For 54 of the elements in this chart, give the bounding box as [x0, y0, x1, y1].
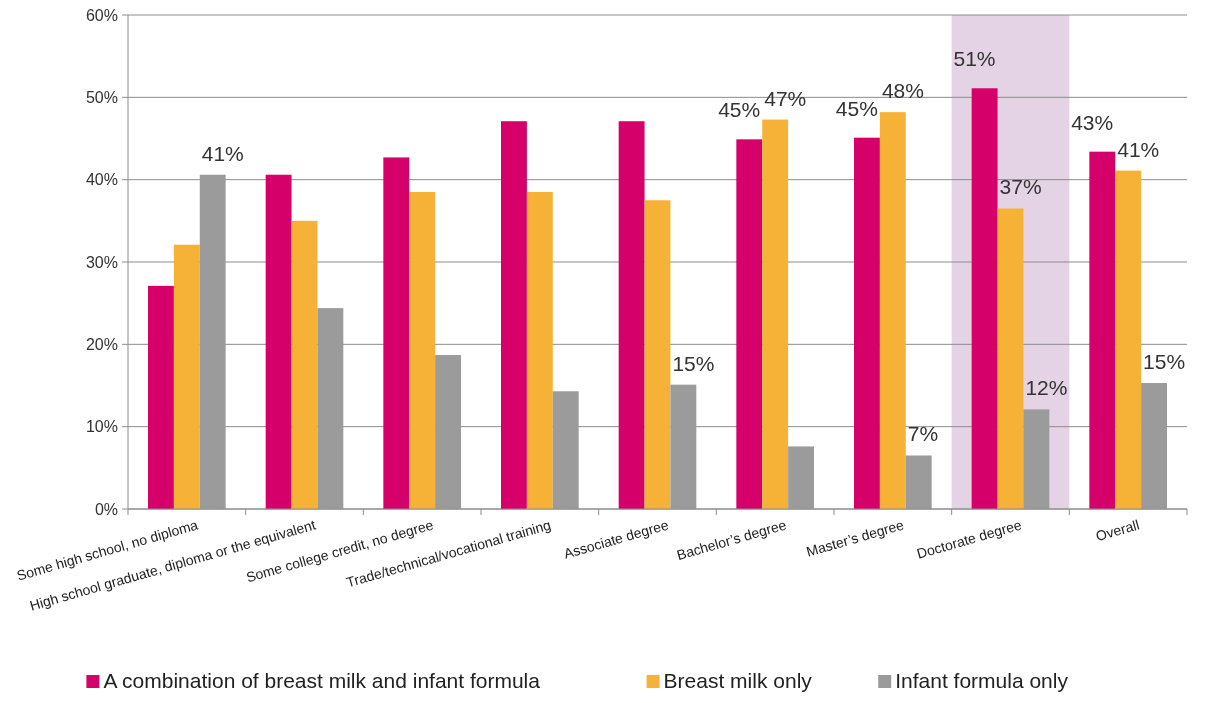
data-label: 41%: [201, 141, 244, 165]
legend-label: Infant formula only: [895, 669, 1069, 692]
y-tick-label: 20%: [85, 335, 118, 353]
bar: [997, 208, 1024, 509]
bar: [905, 455, 932, 509]
bar: [317, 308, 344, 509]
y-tick-label: 0%: [94, 500, 118, 518]
bar: [291, 220, 318, 509]
y-tick-label: 50%: [85, 88, 118, 106]
bar: [644, 200, 671, 509]
legend-label: A combination of breast milk and infant formula: [103, 669, 541, 692]
data-label: 15%: [1143, 350, 1186, 374]
data-label: 37%: [999, 175, 1042, 199]
data-label: 47%: [764, 86, 807, 110]
x-tick-label: Overall: [1093, 516, 1141, 545]
bar: [501, 121, 527, 509]
bar: [618, 121, 645, 509]
x-tick-label: Doctorate degree: [914, 516, 1024, 562]
data-label: 45%: [718, 98, 761, 122]
bar: [971, 88, 998, 509]
bar: [526, 192, 553, 509]
y-tick-label: 60%: [85, 6, 118, 24]
bar: [879, 112, 906, 509]
bar: [854, 137, 880, 509]
bar: [173, 244, 200, 509]
data-label: 51%: [953, 47, 996, 71]
y-tick-label: 30%: [85, 253, 118, 271]
bar: [788, 446, 814, 509]
bar: [670, 384, 697, 509]
x-tick-label: Associate degree: [561, 516, 671, 562]
bar: [1141, 383, 1167, 509]
bar: [1115, 170, 1142, 509]
data-label: 45%: [835, 96, 878, 120]
bar: [762, 119, 789, 509]
bar: [409, 192, 436, 509]
bar: [435, 355, 461, 509]
legend-label: Breast milk only: [663, 669, 813, 692]
data-label: 15%: [672, 351, 715, 375]
bar: [1089, 151, 1116, 509]
data-label: 43%: [1071, 110, 1114, 134]
bar: [199, 174, 226, 509]
bar: [1023, 409, 1050, 509]
data-label: 7%: [907, 422, 939, 446]
bar: [552, 391, 579, 509]
bar: [383, 157, 410, 509]
bar: [148, 285, 174, 509]
data-label: 48%: [881, 79, 924, 103]
x-tick-label: Master’s degree: [804, 516, 906, 560]
y-tick-label: 10%: [85, 418, 118, 436]
data-label: 12%: [1025, 376, 1068, 400]
y-tick-label: 40%: [85, 171, 118, 189]
data-label: 41%: [1117, 137, 1160, 161]
bar: [736, 139, 763, 509]
bar: [265, 174, 292, 509]
